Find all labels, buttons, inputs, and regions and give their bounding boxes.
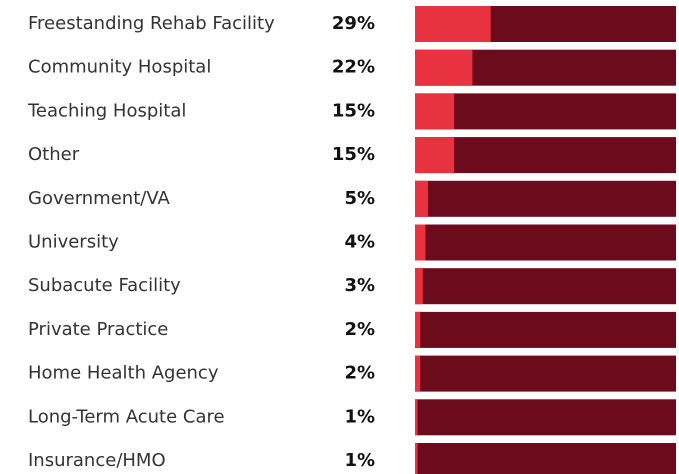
bar (415, 311, 421, 348)
bar-track (415, 311, 676, 348)
value-label: 29% (332, 13, 375, 34)
category-label: Private Practice (28, 319, 168, 340)
category-label: Home Health Agency (28, 363, 219, 384)
value-label: 5% (344, 188, 375, 209)
category-label: University (28, 232, 119, 253)
value-label: 3% (344, 275, 375, 296)
value-label: 15% (332, 100, 375, 121)
category-label: Teaching Hospital (27, 100, 186, 121)
bar (415, 49, 473, 86)
category-label: Subacute Facility (28, 275, 181, 296)
value-label: 22% (332, 57, 375, 78)
category-label: Freestanding Rehab Facility (28, 13, 275, 34)
value-label: 15% (332, 144, 375, 165)
bar-track (415, 355, 676, 392)
bar-track (415, 399, 676, 436)
category-label: Government/VA (28, 188, 170, 209)
bar (415, 399, 418, 436)
bar (415, 355, 421, 392)
value-label: 4% (344, 232, 375, 253)
value-label: 2% (344, 363, 375, 384)
value-label: 2% (344, 319, 375, 340)
bar-track (415, 180, 676, 217)
bar (415, 93, 455, 130)
category-label: Other (28, 144, 80, 165)
bar-track (415, 137, 676, 174)
bar-track (415, 224, 676, 261)
bar-track (415, 443, 676, 474)
bar (415, 268, 423, 305)
bar (415, 443, 418, 474)
category-label: Community Hospital (28, 57, 211, 78)
bar (415, 6, 491, 42)
bar (415, 137, 455, 174)
bar-track (415, 268, 676, 305)
category-label: Insurance/HMO (28, 450, 166, 471)
category-label: Long-Term Acute Care (28, 406, 225, 427)
value-label: 1% (344, 406, 375, 427)
bar (415, 224, 426, 261)
bar-track (415, 93, 676, 130)
bar (415, 180, 429, 217)
value-label: 1% (344, 450, 375, 471)
